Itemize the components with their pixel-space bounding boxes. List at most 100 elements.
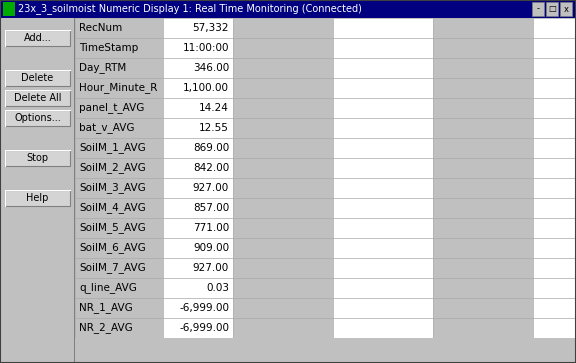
Bar bbox=[74, 18, 75, 363]
Bar bbox=[233, 318, 333, 338]
Bar bbox=[163, 318, 233, 338]
Bar bbox=[533, 158, 576, 178]
Bar bbox=[433, 138, 533, 158]
Bar bbox=[233, 178, 333, 198]
Bar bbox=[433, 318, 533, 338]
Text: 927.00: 927.00 bbox=[193, 263, 229, 273]
Bar bbox=[75, 218, 163, 238]
Bar bbox=[75, 78, 163, 98]
Bar bbox=[163, 298, 233, 318]
Text: SoilM_3_AVG: SoilM_3_AVG bbox=[79, 183, 146, 193]
Bar bbox=[233, 198, 333, 218]
Bar bbox=[433, 18, 533, 38]
Text: NR_1_AVG: NR_1_AVG bbox=[79, 302, 132, 314]
Bar bbox=[75, 138, 163, 158]
Bar bbox=[163, 78, 233, 98]
Text: -6,999.00: -6,999.00 bbox=[179, 303, 229, 313]
Text: 14.24: 14.24 bbox=[199, 103, 229, 113]
Bar bbox=[333, 18, 433, 38]
Text: 771.00: 771.00 bbox=[193, 223, 229, 233]
Text: SoilM_6_AVG: SoilM_6_AVG bbox=[79, 242, 146, 253]
Bar bbox=[533, 258, 576, 278]
Bar bbox=[433, 238, 533, 258]
Text: 12.55: 12.55 bbox=[199, 123, 229, 133]
Bar bbox=[333, 278, 433, 298]
Text: 0.03: 0.03 bbox=[206, 283, 229, 293]
Bar bbox=[433, 158, 533, 178]
Bar bbox=[163, 118, 233, 138]
Text: Stop: Stop bbox=[26, 153, 48, 163]
Bar bbox=[163, 238, 233, 258]
Bar bbox=[5, 30, 70, 46]
Text: 1,100.00: 1,100.00 bbox=[183, 83, 229, 93]
Bar bbox=[532, 2, 544, 16]
Bar bbox=[533, 18, 576, 38]
Bar bbox=[333, 138, 433, 158]
Text: SoilM_2_AVG: SoilM_2_AVG bbox=[79, 163, 146, 174]
Bar bbox=[333, 238, 433, 258]
Bar bbox=[5, 70, 70, 86]
Text: 346.00: 346.00 bbox=[193, 63, 229, 73]
Bar bbox=[333, 118, 433, 138]
Bar bbox=[333, 78, 433, 98]
Bar bbox=[533, 298, 576, 318]
Bar bbox=[0, 18, 75, 363]
Bar bbox=[75, 258, 163, 278]
Bar bbox=[233, 258, 333, 278]
Bar bbox=[433, 278, 533, 298]
Text: 857.00: 857.00 bbox=[193, 203, 229, 213]
Bar bbox=[333, 198, 433, 218]
Bar bbox=[433, 58, 533, 78]
Bar bbox=[333, 98, 433, 118]
Bar bbox=[433, 78, 533, 98]
Bar bbox=[163, 258, 233, 278]
Bar bbox=[533, 138, 576, 158]
Text: SoilM_4_AVG: SoilM_4_AVG bbox=[79, 203, 146, 213]
Bar bbox=[75, 98, 163, 118]
Bar bbox=[233, 238, 333, 258]
Bar bbox=[560, 2, 572, 16]
Text: 23x_3_soilmoist Numeric Display 1: Real Time Monitoring (Connected): 23x_3_soilmoist Numeric Display 1: Real … bbox=[18, 4, 362, 15]
Bar bbox=[163, 38, 233, 58]
Text: 842.00: 842.00 bbox=[193, 163, 229, 173]
Text: Delete All: Delete All bbox=[14, 93, 61, 103]
Bar bbox=[333, 178, 433, 198]
Text: 909.00: 909.00 bbox=[193, 243, 229, 253]
Bar bbox=[533, 218, 576, 238]
Bar bbox=[433, 218, 533, 238]
Bar bbox=[233, 298, 333, 318]
Bar bbox=[533, 78, 576, 98]
Text: 869.00: 869.00 bbox=[193, 143, 229, 153]
Bar bbox=[163, 18, 233, 38]
Text: q_line_AVG: q_line_AVG bbox=[79, 282, 137, 293]
Bar bbox=[533, 118, 576, 138]
Bar bbox=[163, 178, 233, 198]
Text: 11:00:00: 11:00:00 bbox=[183, 43, 229, 53]
Text: SoilM_7_AVG: SoilM_7_AVG bbox=[79, 262, 146, 273]
Bar bbox=[333, 58, 433, 78]
Bar bbox=[433, 258, 533, 278]
Text: panel_t_AVG: panel_t_AVG bbox=[79, 102, 145, 114]
Text: SoilM_5_AVG: SoilM_5_AVG bbox=[79, 223, 146, 233]
Text: RecNum: RecNum bbox=[79, 23, 122, 33]
Bar bbox=[75, 238, 163, 258]
Bar bbox=[333, 38, 433, 58]
Bar bbox=[163, 278, 233, 298]
Text: NR_2_AVG: NR_2_AVG bbox=[79, 323, 132, 334]
Bar bbox=[233, 98, 333, 118]
Text: Delete: Delete bbox=[21, 73, 54, 83]
Bar bbox=[233, 138, 333, 158]
Bar bbox=[163, 58, 233, 78]
Text: □: □ bbox=[548, 4, 556, 13]
Bar bbox=[163, 98, 233, 118]
Bar bbox=[333, 218, 433, 238]
Text: bat_v_AVG: bat_v_AVG bbox=[79, 123, 135, 134]
Bar bbox=[75, 18, 163, 38]
Bar bbox=[233, 118, 333, 138]
Text: -6,999.00: -6,999.00 bbox=[179, 323, 229, 333]
Bar bbox=[333, 158, 433, 178]
Bar bbox=[3, 2, 15, 16]
Bar bbox=[233, 78, 333, 98]
Bar bbox=[233, 38, 333, 58]
Bar bbox=[75, 298, 163, 318]
